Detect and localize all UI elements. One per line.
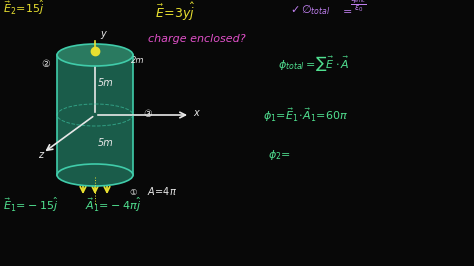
Ellipse shape: [57, 44, 133, 66]
Text: $\phi_{total}=\!\sum\vec{E}\cdot\vec{A}$: $\phi_{total}=\!\sum\vec{E}\cdot\vec{A}$: [278, 54, 350, 73]
Text: $\vec{A}_1\!=\!-4\pi\hat{j}$: $\vec{A}_1\!=\!-4\pi\hat{j}$: [85, 196, 141, 214]
Text: 5m: 5m: [98, 138, 114, 148]
Text: x: x: [193, 108, 199, 118]
Text: z: z: [38, 150, 43, 160]
Text: $\checkmark\,\varnothing_{total}$: $\checkmark\,\varnothing_{total}$: [290, 3, 331, 17]
Text: $\vec{E}_1\!=\!-15\hat{j}$: $\vec{E}_1\!=\!-15\hat{j}$: [3, 196, 58, 214]
Text: $\phi_1\!=\!\vec{E}_1\!\cdot\!\vec{A}_1\!=\!60\pi$: $\phi_1\!=\!\vec{E}_1\!\cdot\!\vec{A}_1\…: [263, 106, 348, 124]
Text: y: y: [100, 29, 106, 39]
Ellipse shape: [57, 164, 133, 186]
Text: $\vec{E}\!=\!3y\hat{j}$: $\vec{E}\!=\!3y\hat{j}$: [155, 1, 195, 23]
Text: $A\!=\!4\pi$: $A\!=\!4\pi$: [147, 185, 177, 197]
Text: 2m: 2m: [131, 56, 145, 65]
Text: $\phi_2\!=\!$: $\phi_2\!=\!$: [268, 148, 291, 162]
Text: ③: ③: [143, 109, 152, 119]
Text: $\vec{E}_2\!=\!15\hat{j}$: $\vec{E}_2\!=\!15\hat{j}$: [3, 0, 45, 17]
Text: $\frac{q_{enc}}{\varepsilon_0}$: $\frac{q_{enc}}{\varepsilon_0}$: [350, 0, 367, 15]
Text: $=$: $=$: [340, 5, 352, 15]
Polygon shape: [57, 55, 133, 175]
Text: ①: ①: [129, 188, 137, 197]
Text: 5m: 5m: [98, 78, 114, 88]
Text: charge enclosed?: charge enclosed?: [148, 34, 246, 44]
Text: ②: ②: [41, 59, 50, 69]
